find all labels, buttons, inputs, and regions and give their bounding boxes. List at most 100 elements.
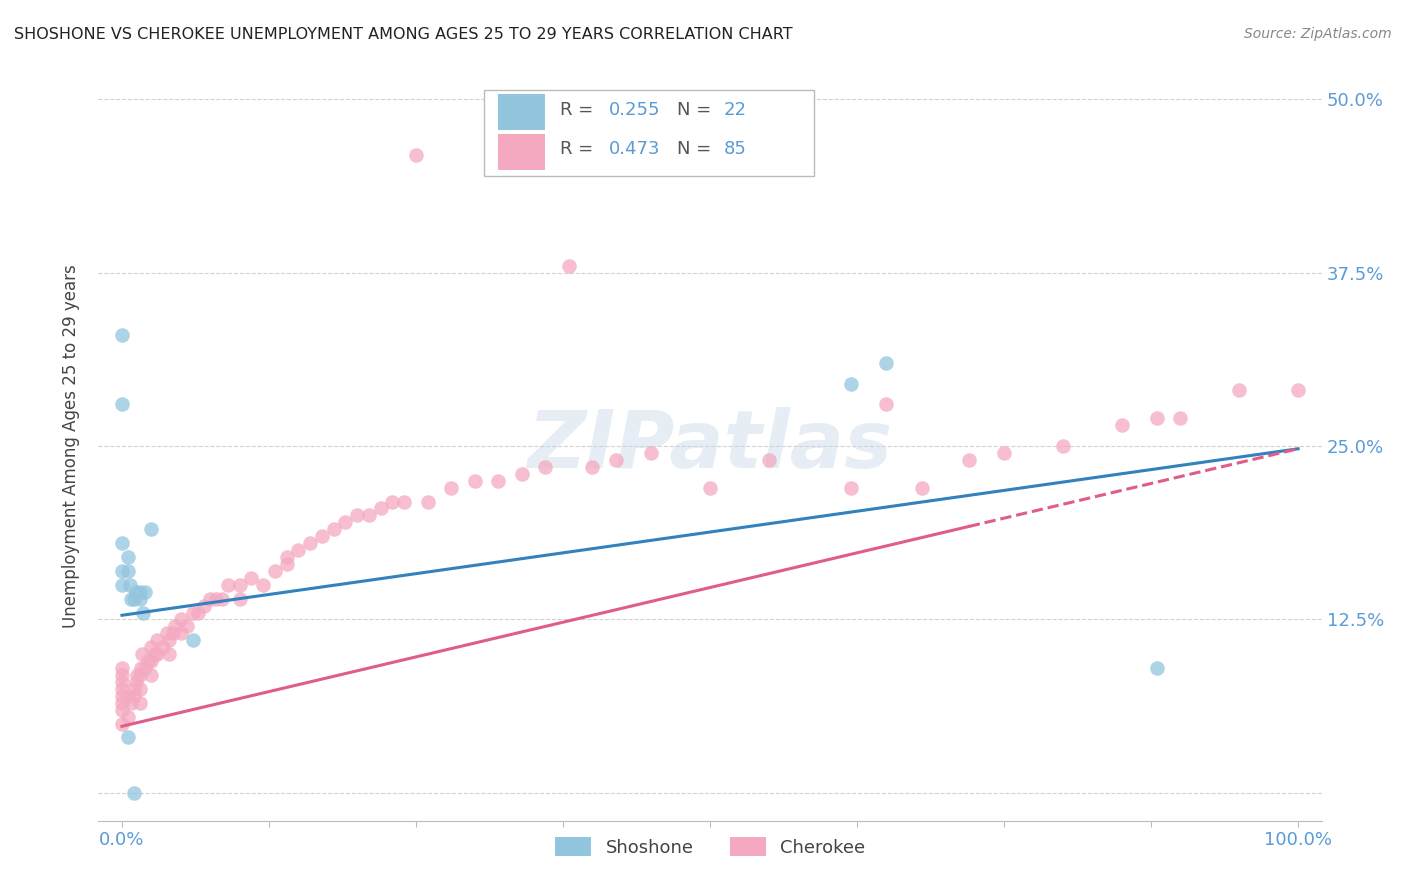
Point xyxy=(120,578,142,592)
FancyBboxPatch shape xyxy=(498,94,546,130)
Point xyxy=(1170,411,1192,425)
Point xyxy=(111,536,134,550)
Point xyxy=(875,397,897,411)
Text: 22: 22 xyxy=(724,101,747,119)
Point xyxy=(162,626,184,640)
Point xyxy=(558,259,581,273)
Point xyxy=(839,376,862,391)
Point xyxy=(132,606,155,620)
Point xyxy=(111,703,134,717)
Point xyxy=(510,467,533,481)
Point xyxy=(322,522,344,536)
Point xyxy=(605,453,627,467)
Point xyxy=(581,459,603,474)
Point xyxy=(111,696,134,710)
Point xyxy=(1111,418,1133,433)
Point xyxy=(136,654,159,668)
Point xyxy=(125,584,148,599)
Point xyxy=(252,578,274,592)
Point xyxy=(141,668,163,682)
Point xyxy=(640,446,662,460)
Point xyxy=(1146,411,1168,425)
Text: 0.473: 0.473 xyxy=(609,140,659,159)
Point xyxy=(163,619,186,633)
Point xyxy=(131,647,153,661)
FancyBboxPatch shape xyxy=(498,134,546,169)
Point xyxy=(157,647,180,661)
Point xyxy=(122,681,145,696)
Point xyxy=(699,481,721,495)
Point xyxy=(134,661,156,675)
Point xyxy=(111,397,134,411)
Point xyxy=(346,508,368,523)
Point xyxy=(464,474,486,488)
Point xyxy=(263,564,285,578)
Point xyxy=(146,647,169,661)
Point xyxy=(276,557,298,571)
Text: N =: N = xyxy=(678,140,717,159)
Point xyxy=(240,571,263,585)
Point xyxy=(152,640,174,655)
Point xyxy=(141,640,163,655)
Point xyxy=(440,481,463,495)
Point xyxy=(1286,384,1309,398)
Point xyxy=(117,689,139,703)
Point xyxy=(117,549,139,564)
Point xyxy=(111,674,134,689)
Point xyxy=(122,689,145,703)
Point xyxy=(117,731,139,745)
Point xyxy=(311,529,333,543)
Point xyxy=(134,584,156,599)
Point xyxy=(128,681,150,696)
Point xyxy=(141,654,163,668)
Point xyxy=(176,619,198,633)
Point xyxy=(122,786,145,800)
Point xyxy=(758,453,780,467)
Point xyxy=(117,709,139,723)
FancyBboxPatch shape xyxy=(484,90,814,177)
Point xyxy=(111,716,134,731)
Point xyxy=(486,474,509,488)
Point xyxy=(128,696,150,710)
Point xyxy=(1227,384,1250,398)
Point xyxy=(157,633,180,648)
Point xyxy=(111,668,134,682)
Point xyxy=(534,459,557,474)
Point xyxy=(211,591,233,606)
Point xyxy=(875,356,897,370)
Legend: Shoshone, Cherokee: Shoshone, Cherokee xyxy=(547,830,873,864)
Point xyxy=(120,696,142,710)
Point xyxy=(1052,439,1074,453)
Point xyxy=(370,501,392,516)
Point xyxy=(993,446,1015,460)
Point xyxy=(416,494,439,508)
Point xyxy=(193,599,215,613)
Point xyxy=(143,647,166,661)
Text: N =: N = xyxy=(678,101,717,119)
Text: 85: 85 xyxy=(724,140,747,159)
Point xyxy=(128,668,150,682)
Text: Source: ZipAtlas.com: Source: ZipAtlas.com xyxy=(1244,27,1392,41)
Point xyxy=(357,508,380,523)
Point xyxy=(170,626,193,640)
Point xyxy=(381,494,404,508)
Point xyxy=(125,674,148,689)
Point xyxy=(217,578,239,592)
Point xyxy=(181,633,204,648)
Point xyxy=(111,564,134,578)
Text: R =: R = xyxy=(560,101,599,119)
Point xyxy=(205,591,228,606)
Point xyxy=(405,147,427,161)
Point xyxy=(122,591,145,606)
Y-axis label: Unemployment Among Ages 25 to 29 years: Unemployment Among Ages 25 to 29 years xyxy=(62,264,80,628)
Point xyxy=(111,661,134,675)
Point xyxy=(228,591,250,606)
Point xyxy=(141,522,163,536)
Point xyxy=(111,681,134,696)
Text: 0.255: 0.255 xyxy=(609,101,659,119)
Point xyxy=(198,591,221,606)
Point xyxy=(287,543,309,558)
Point xyxy=(957,453,980,467)
Point xyxy=(392,494,415,508)
Text: ZIPatlas: ZIPatlas xyxy=(527,407,893,485)
